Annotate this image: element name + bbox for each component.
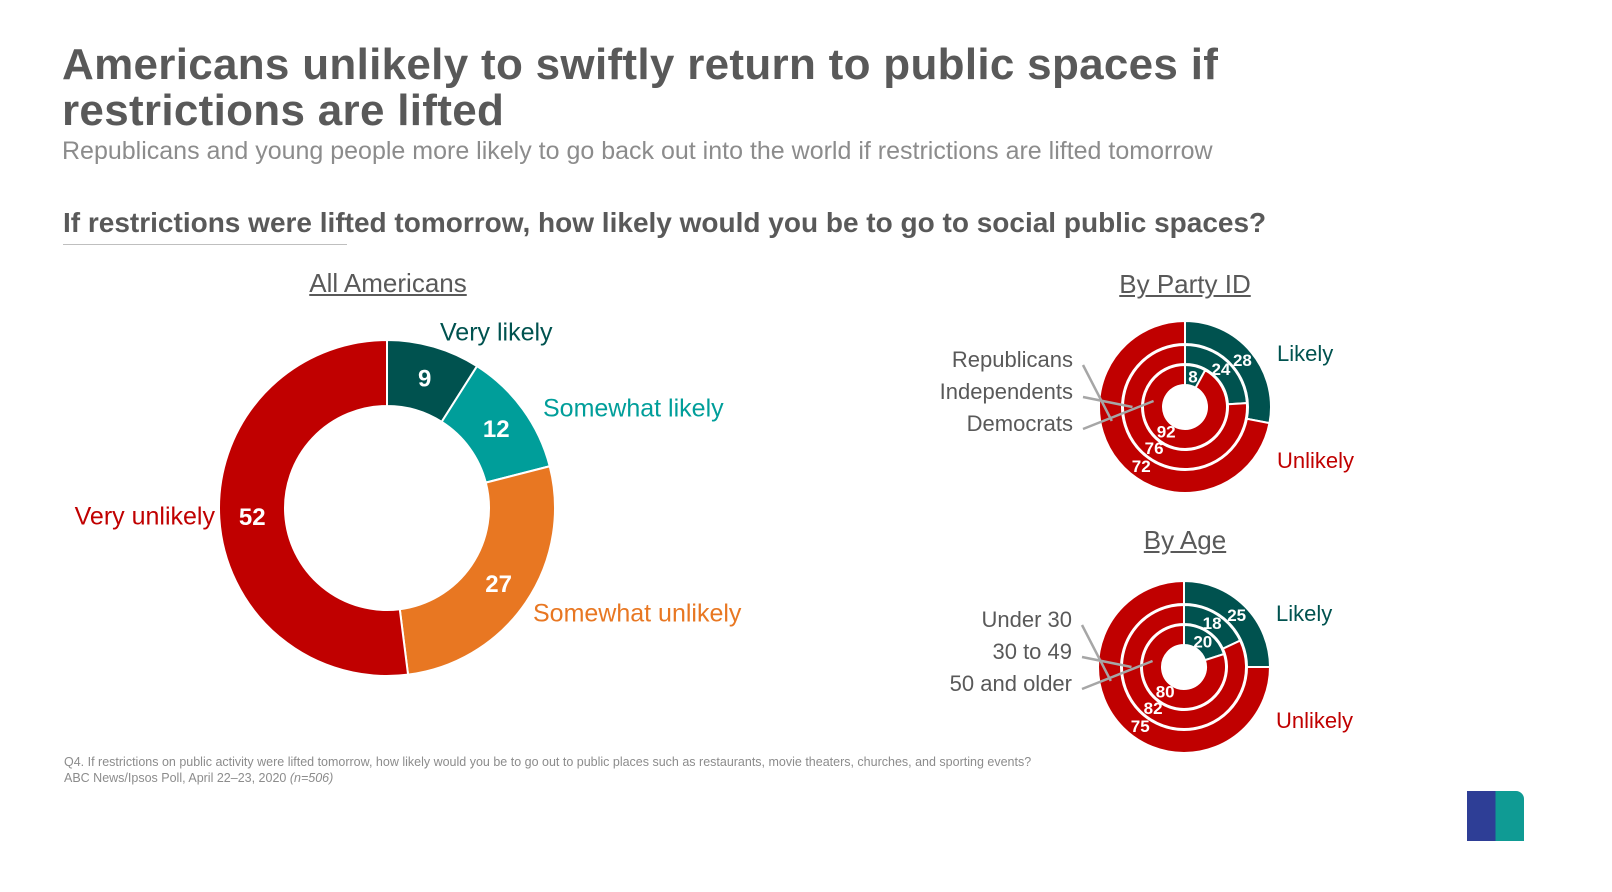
page-subtitle: Republicans and young people more likely… [62, 137, 1213, 165]
series-label-1: 30 to 49 [992, 639, 1072, 664]
leader-line-1 [1081, 655, 1132, 669]
chart-title-party: By Party ID [1119, 269, 1251, 299]
leader-line-0 [1080, 624, 1112, 682]
series-label-2: Democrats [967, 411, 1073, 436]
leader-line-2 [1081, 659, 1154, 691]
footnote: Q4. If restrictions on public activity w… [64, 754, 1031, 786]
ring-2-likely-label: 8 [1188, 367, 1197, 386]
leader-line-0 [1081, 364, 1113, 422]
donut-slice-2 [398, 465, 556, 676]
data-label-0: 9 [418, 366, 431, 393]
series-label-2: 50 and older [950, 671, 1072, 696]
ring-1-likely-label: 18 [1203, 614, 1222, 633]
ipsos-logo [1467, 791, 1524, 841]
ring-1-unlikely-label: 82 [1144, 699, 1163, 718]
ring-2-unlikely-label: 92 [1157, 422, 1176, 441]
legend-somewhat-unlikely: Somewhat unlikely [533, 600, 742, 628]
ring-2-unlikely [1141, 623, 1227, 710]
ring-2-unlikely [1142, 363, 1228, 450]
ring-0-unlikely-label: 72 [1132, 457, 1151, 476]
legend-likely-age: Likely [1276, 601, 1332, 626]
leader-line-1 [1082, 395, 1133, 409]
page-title: Americans unlikely to swiftly return to … [62, 40, 1219, 135]
ring-0-likely-label: 25 [1227, 606, 1246, 625]
legend-very-unlikely: Very unlikely [75, 503, 216, 531]
leader-line-2 [1082, 399, 1155, 431]
ring-2-unlikely-label: 80 [1156, 682, 1175, 701]
question-heading: If restrictions were lifted tomorrow, ho… [63, 207, 1267, 238]
ring-0-unlikely-label: 75 [1131, 717, 1150, 736]
footnote-n: (n=506) [289, 771, 334, 785]
ring-2-likely-label: 20 [1193, 633, 1212, 652]
footnote-source: ABC News/Ipsos Poll, April 22–23, 2020 [64, 771, 287, 785]
ring-1-likely-label: 24 [1211, 360, 1230, 379]
legend-somewhat-likely: Somewhat likely [543, 395, 724, 423]
legend-very-likely: Very likely [440, 319, 553, 347]
legend-unlikely-age: Unlikely [1276, 708, 1353, 733]
donut-slice-3 [218, 338, 410, 677]
series-label-0: Republicans [952, 347, 1073, 372]
series-label-1: Independents [940, 379, 1073, 404]
chart-title-age: By Age [1143, 525, 1227, 555]
footnote-question: Q4. If restrictions on public activity w… [64, 755, 1032, 769]
legend-unlikely-party: Unlikely [1277, 448, 1354, 473]
legend-likely-party: Likely [1277, 341, 1333, 366]
data-label-2: 27 [485, 571, 512, 598]
data-label-3: 52 [239, 504, 266, 531]
chart-title-all: All Americans [309, 268, 467, 298]
ring-0-likely-label: 28 [1233, 351, 1252, 370]
ring-1-unlikely-label: 76 [1145, 439, 1164, 458]
series-label-0: Under 30 [981, 607, 1072, 632]
divider [63, 244, 347, 245]
data-label-1: 12 [483, 416, 510, 443]
